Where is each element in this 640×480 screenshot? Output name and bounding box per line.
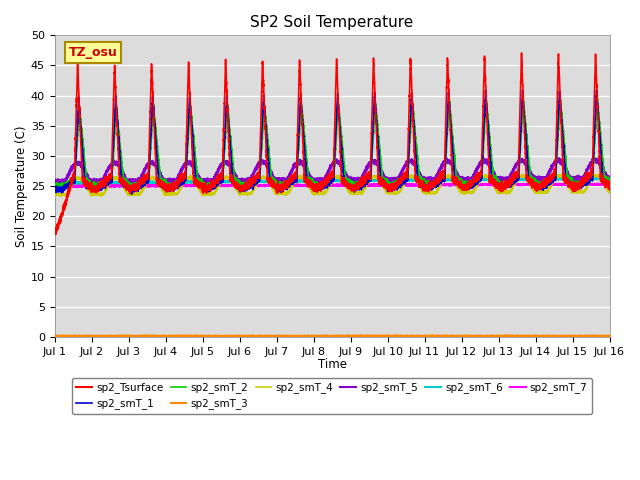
Title: SP2 Soil Temperature: SP2 Soil Temperature (250, 15, 413, 30)
Y-axis label: Soil Temperature (C): Soil Temperature (C) (15, 125, 28, 247)
X-axis label: Time: Time (317, 358, 347, 371)
Legend: sp2_Tsurface, sp2_smT_1, sp2_smT_2, sp2_smT_3, sp2_smT_4, sp2_smT_5, sp2_smT_6, : sp2_Tsurface, sp2_smT_1, sp2_smT_2, sp2_… (72, 378, 592, 414)
Text: TZ_osu: TZ_osu (68, 46, 117, 59)
